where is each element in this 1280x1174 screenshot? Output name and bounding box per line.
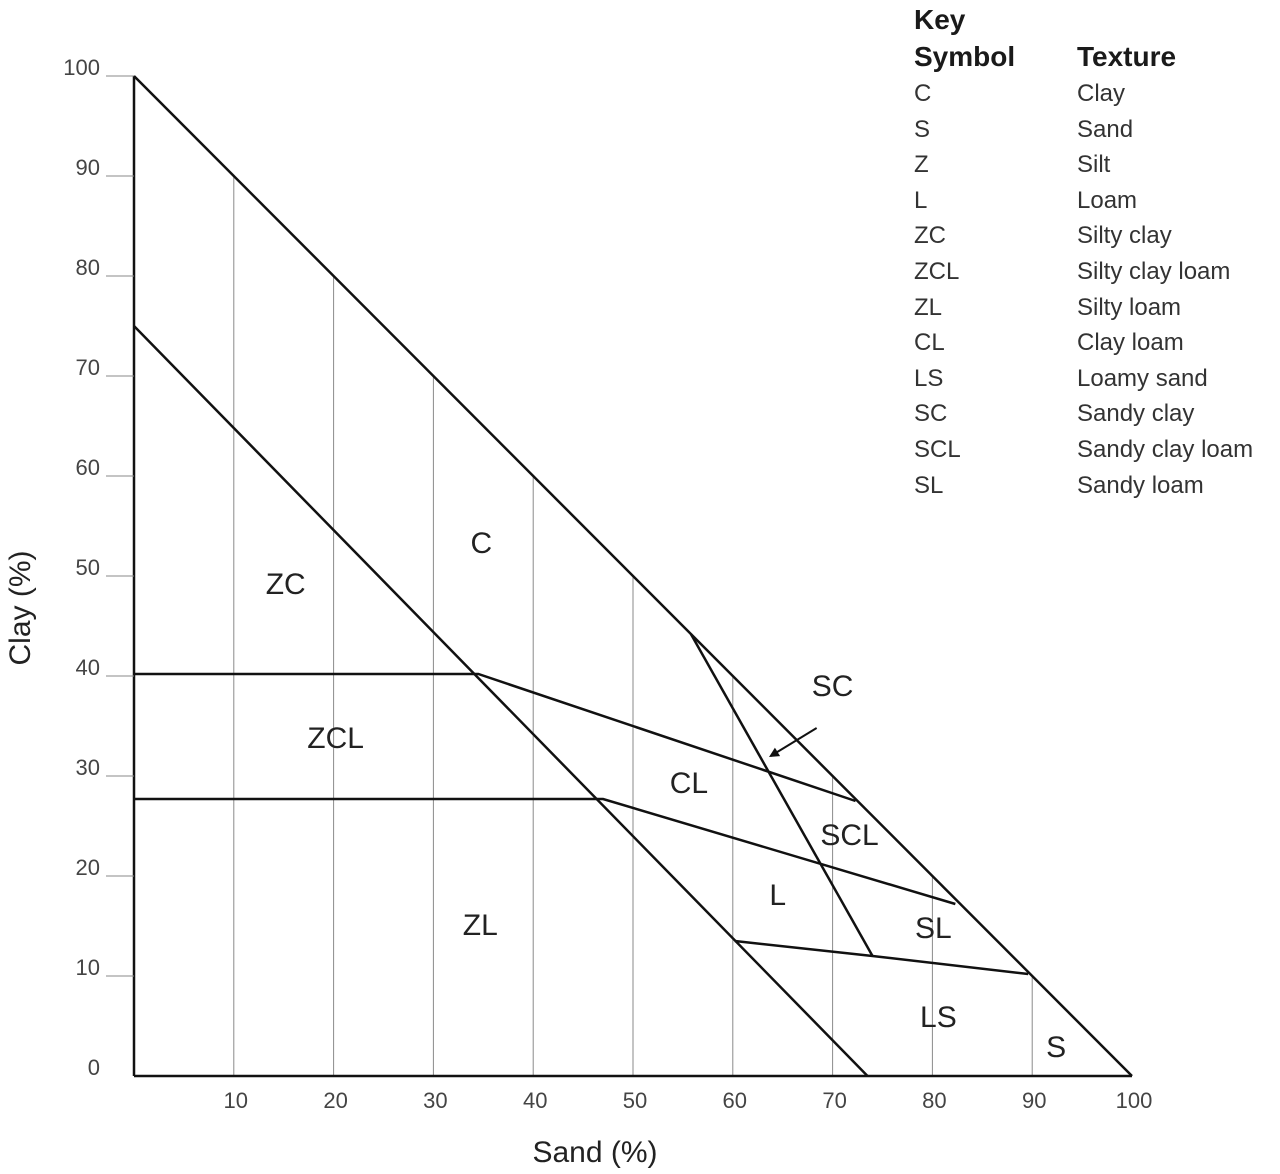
x-tick-label: 90	[1022, 1088, 1046, 1113]
x-tick-label: 50	[623, 1088, 647, 1113]
region-label-zl: ZL	[463, 909, 498, 942]
key-symbol: SL	[914, 471, 944, 499]
boundary-zc-zcl-cl-boundary	[134, 672, 856, 803]
key-symbol: LS	[914, 364, 944, 392]
region-label-cl: CL	[670, 767, 708, 800]
key-symbol: SC	[914, 400, 948, 428]
key-texture: Silty clay	[1077, 222, 1172, 250]
region-label-scl: SCL	[820, 819, 878, 852]
y-tick-label: 40	[76, 655, 100, 680]
y-tick-label: 70	[76, 355, 100, 380]
x-tick-label: 40	[523, 1088, 547, 1113]
x-tick-label: 60	[723, 1088, 747, 1113]
region-label-l: L	[769, 879, 786, 912]
region-label-sl: SL	[915, 912, 952, 945]
region-label-zc: ZC	[266, 568, 306, 601]
key-texture: Loamy sand	[1077, 364, 1208, 392]
y-tick-label: 80	[76, 255, 100, 280]
key-texture: Sandy clay loam	[1077, 436, 1254, 463]
x-tick-label: 100	[1116, 1088, 1153, 1113]
sc-pointer-arrow	[769, 727, 818, 758]
y-tick-label: 10	[76, 955, 100, 980]
boundary-silt-limit	[133, 325, 869, 1077]
key-title: Key	[914, 4, 966, 35]
x-tick-label: 10	[224, 1088, 248, 1113]
y-tick-label: 20	[76, 855, 100, 880]
x-tick-label: 80	[922, 1088, 946, 1113]
key-texture: Silty loam	[1077, 293, 1182, 321]
key-texture: Sand	[1077, 115, 1134, 143]
x-tick-label: 70	[822, 1088, 846, 1113]
key-symbol: CL	[914, 329, 945, 357]
key-column-texture: Texture	[1077, 41, 1177, 72]
y-tick-label: 30	[76, 755, 100, 780]
key-texture: Silty clay loam	[1077, 258, 1231, 285]
y-tick-label: 90	[76, 155, 100, 180]
y-tick-label: 100	[63, 55, 100, 80]
key-symbol: C	[914, 80, 932, 107]
key-symbol: S	[914, 115, 931, 143]
y-tick-label: 60	[76, 455, 100, 480]
key-symbol: Z	[914, 151, 929, 179]
key-texture: Sandy loam	[1077, 471, 1204, 499]
y-tick-label: 50	[76, 555, 100, 580]
region-label-s: S	[1046, 1031, 1066, 1064]
region-label-zcl: ZCL	[307, 722, 364, 755]
x-tick-label: 30	[423, 1088, 447, 1113]
region-label-sc: SC	[812, 670, 854, 703]
boundary-zcl-zl-l-boundary	[134, 797, 956, 906]
key-column-symbol: Symbol	[914, 41, 1016, 72]
region-label-c: C	[470, 527, 492, 560]
region-label-ls: LS	[920, 1001, 957, 1034]
key-symbol: ZCL	[914, 258, 960, 285]
x-tick-label: 20	[323, 1088, 347, 1113]
key-symbol: ZL	[914, 293, 943, 321]
boundary-outer-hypotenuse	[133, 75, 1133, 1077]
key-texture: Sandy clay	[1077, 400, 1195, 428]
key-texture: Silt	[1077, 151, 1111, 179]
boundary-sc-scl-sl-boundary	[689, 633, 874, 957]
x-axis-title: Sand (%)	[532, 1136, 657, 1169]
key-texture: Loam	[1077, 186, 1138, 214]
key-symbol: SCL	[914, 436, 961, 463]
key-symbol: L	[914, 186, 928, 214]
key-texture: Clay loam	[1077, 329, 1184, 357]
key-texture: Clay	[1077, 80, 1126, 107]
key-symbol: ZC	[914, 222, 946, 250]
y-axis-title: Clay (%)	[4, 550, 37, 665]
boundary-ls-boundary	[734, 939, 1029, 976]
y-tick-label: 0	[88, 1055, 100, 1080]
